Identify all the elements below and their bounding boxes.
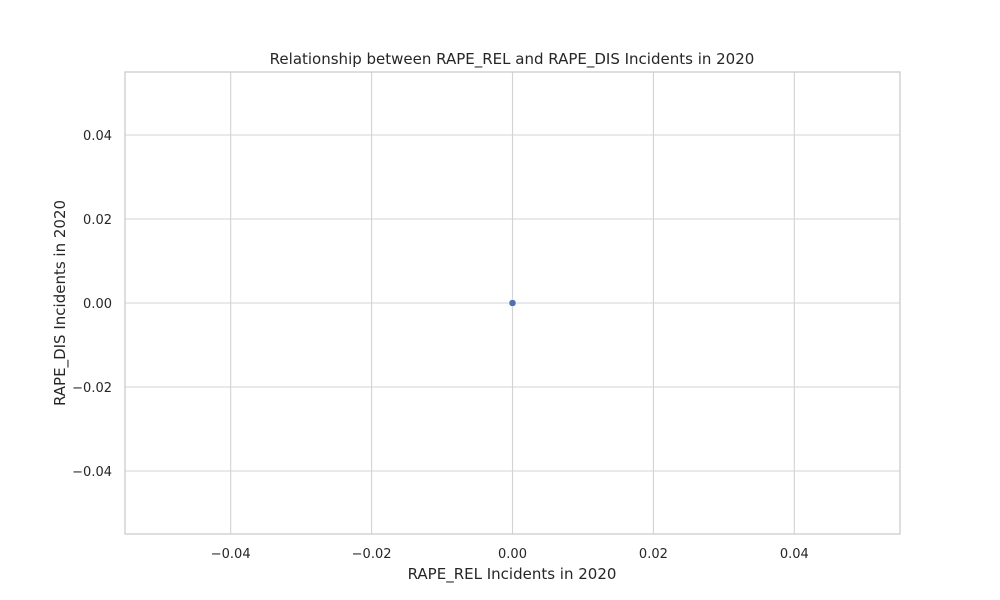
x-axis-label: RAPE_REL Incidents in 2020 [408, 565, 617, 584]
data-points [508, 299, 517, 307]
grid-lines [125, 72, 900, 534]
data-point [508, 299, 517, 307]
y-axis-label: RAPE_DIS Incidents in 2020 [51, 200, 70, 406]
y-tick-label: 0.00 [83, 297, 112, 312]
x-tick-labels: −0.04 −0.02 0.00 0.02 0.04 [211, 547, 809, 562]
y-tick-label: −0.04 [72, 465, 112, 480]
x-tick-label: −0.02 [352, 547, 392, 562]
chart-title: Relationship between RAPE_REL and RAPE_D… [270, 50, 755, 69]
x-tick-label: 0.02 [639, 547, 668, 562]
y-tick-label: 0.02 [83, 213, 112, 228]
y-tick-label: −0.02 [72, 381, 112, 396]
y-tick-label: 0.04 [83, 129, 112, 144]
x-tick-label: 0.04 [780, 547, 809, 562]
y-tick-labels: −0.04 −0.02 0.00 0.02 0.04 [72, 129, 112, 480]
x-tick-label: −0.04 [211, 547, 251, 562]
plot-frame [124, 71, 901, 535]
x-tick-label: 0.00 [498, 547, 527, 562]
